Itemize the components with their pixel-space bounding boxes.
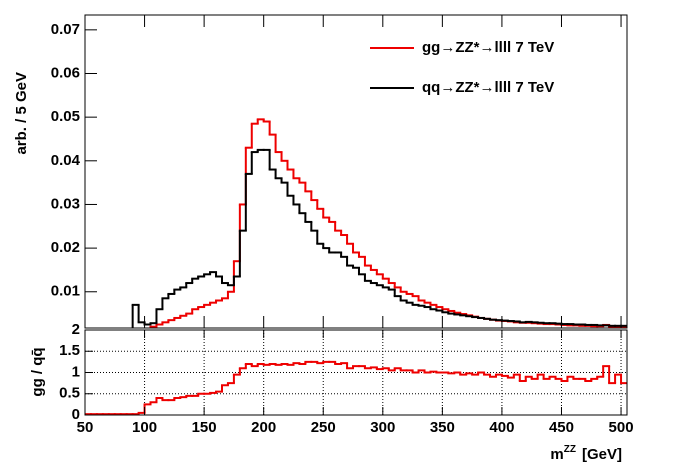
x-tick-label: 150 [192, 419, 217, 436]
x-tick-label: 450 [549, 419, 574, 436]
y-tick-label: 0.04 [51, 152, 81, 169]
x-axis-title-unit: [GeV] [582, 446, 622, 463]
y-tick-label: 0.06 [51, 64, 80, 81]
x-axis-title: mZZ [GeV] [550, 444, 622, 463]
legend-label: qq→ZZ*→llll 7 TeV [422, 79, 554, 96]
frame [84, 14, 628, 329]
x-axis-title-main: m [550, 446, 563, 463]
x-tick-label: 300 [370, 419, 395, 436]
y-axis-title: arb. / 5 GeV [13, 72, 30, 155]
y-tick-label: 0 [72, 406, 80, 423]
y-tick-label: 1 [72, 363, 80, 380]
x-tick-label: 100 [132, 419, 157, 436]
y-tick-label: 2 [72, 321, 80, 338]
legend-label: gg→ZZ*→llll 7 TeV [422, 39, 554, 56]
x-tick-label: 250 [311, 419, 336, 436]
y-tick-label: 0.03 [51, 195, 80, 212]
plot-area [131, 118, 627, 328]
y-tick-label: 0.02 [51, 239, 80, 256]
x-tick-label: 500 [609, 419, 634, 436]
x-tick-label: 400 [489, 419, 514, 436]
y-tick-label: 0.5 [59, 385, 80, 402]
y-tick-label: 1.5 [59, 342, 80, 359]
plot-area [85, 360, 627, 415]
y-axis-title: gg / qq̄ [29, 347, 46, 396]
x-axis-title-superscript: ZZ [564, 444, 576, 455]
y-tick-label: 0.05 [51, 108, 80, 125]
x-tick-label: 350 [430, 419, 455, 436]
x-tick-label: 200 [251, 419, 276, 436]
y-tick-label: 0.01 [51, 283, 80, 300]
y-tick-label: 0.07 [51, 21, 80, 38]
x-tick-label: 50 [77, 419, 94, 436]
